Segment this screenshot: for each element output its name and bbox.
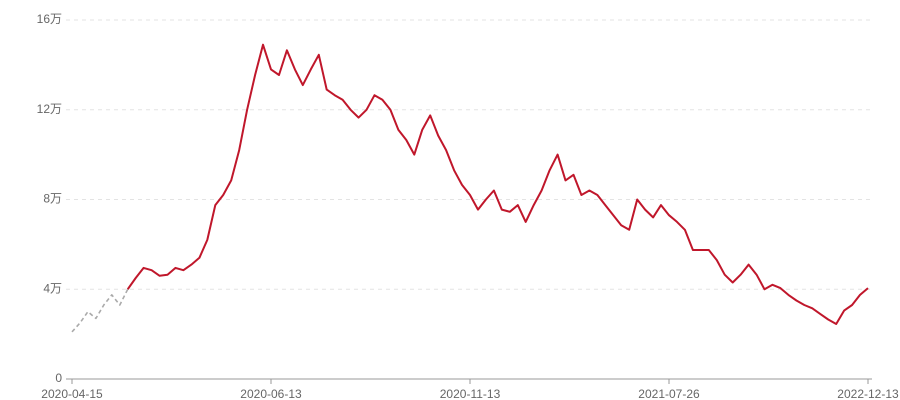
series-line <box>126 43 869 325</box>
y-tick-label: 4万 <box>43 281 62 295</box>
x-tick-label: 2022-12-13 <box>837 387 899 400</box>
x-tick-label: 2020-11-13 <box>440 387 501 400</box>
x-tick-label: 2020-04-15 <box>41 387 103 400</box>
y-tick-label: 16万 <box>37 12 62 26</box>
x-tick-label: 2020-06-13 <box>240 387 302 400</box>
y-tick-label: 0 <box>55 371 62 385</box>
y-tick-label: 8万 <box>43 192 62 206</box>
y-tick-label: 12万 <box>37 102 62 116</box>
x-tick-label: 2021-07-26 <box>638 387 700 400</box>
series-line <box>71 288 129 333</box>
